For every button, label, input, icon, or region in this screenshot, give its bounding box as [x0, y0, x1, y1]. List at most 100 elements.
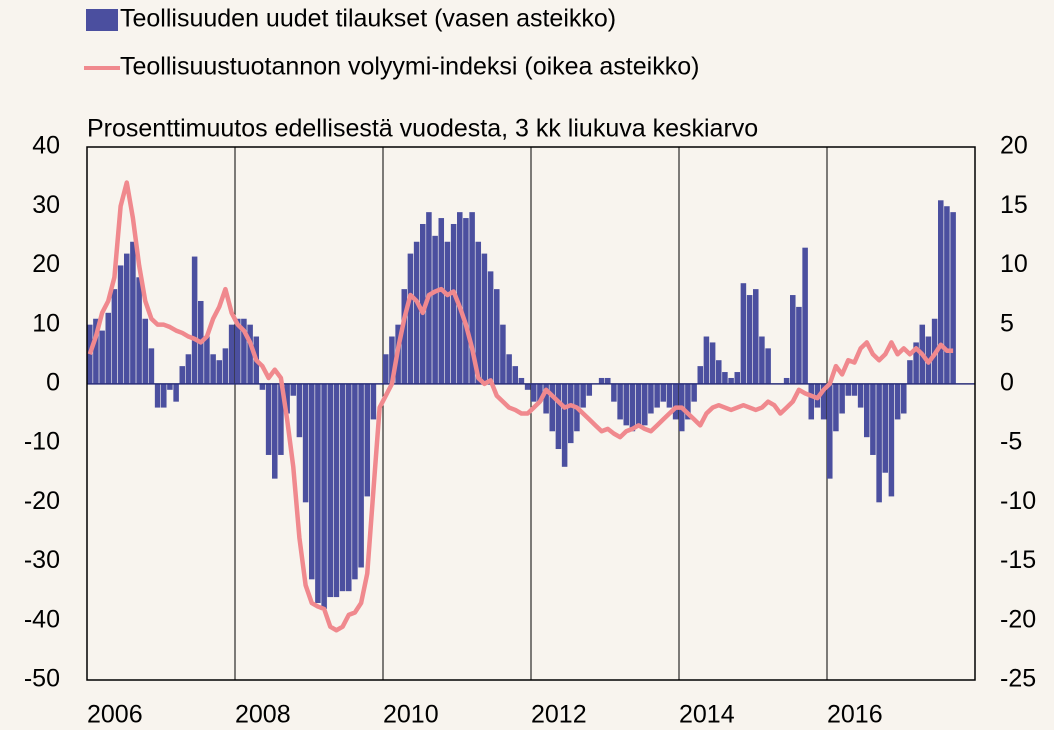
y-tick-label: -40 [24, 605, 60, 633]
bar [722, 372, 728, 384]
bar [666, 383, 673, 408]
bar [543, 383, 549, 414]
bar [654, 383, 660, 408]
y2-tick-label: 10 [1000, 250, 1028, 278]
bar [154, 383, 161, 408]
bar [235, 318, 241, 384]
bar [944, 206, 950, 384]
bar [327, 383, 334, 598]
bar [420, 223, 426, 384]
bar [740, 283, 747, 384]
bar [161, 383, 167, 408]
y2-tick-label: 0 [1000, 368, 1014, 396]
bar [820, 383, 827, 420]
bar [857, 383, 864, 408]
y-tick-label: 0 [46, 368, 60, 396]
bar [759, 336, 765, 384]
bar [524, 383, 531, 390]
bar [691, 383, 697, 402]
bar [93, 318, 99, 384]
bar [728, 377, 734, 384]
bar [851, 383, 858, 396]
bar [888, 383, 895, 497]
bar [697, 366, 704, 384]
bar [475, 241, 482, 384]
bar [623, 383, 630, 426]
bar [457, 212, 463, 384]
bar [765, 348, 771, 384]
bar [228, 324, 235, 384]
bar [469, 212, 475, 384]
y2-tick-label: -10 [1000, 487, 1036, 515]
bar [494, 289, 500, 384]
bar [247, 324, 253, 384]
y2-tick-label: -25 [1000, 665, 1036, 693]
bar [518, 377, 525, 384]
bar [204, 336, 210, 384]
bar [790, 295, 796, 384]
bar [136, 277, 142, 384]
bar [716, 360, 722, 384]
bar [796, 306, 802, 384]
bar [827, 383, 833, 479]
bar [605, 377, 611, 384]
bar [383, 354, 389, 384]
bar [142, 318, 149, 384]
bar [629, 383, 636, 432]
bar [124, 253, 130, 384]
bar [117, 265, 124, 384]
bar [333, 383, 340, 598]
bar [487, 271, 494, 384]
bar [685, 383, 691, 420]
y2-tick-label: -15 [1000, 546, 1036, 574]
x-tick-label: 2016 [827, 701, 883, 729]
bar [315, 383, 321, 604]
bar [894, 383, 901, 420]
line [87, 180, 954, 633]
y2-tick-label: -20 [1000, 605, 1036, 633]
bar [506, 354, 512, 384]
bar [833, 383, 839, 432]
bar [346, 383, 352, 592]
bar [370, 383, 377, 420]
y-tick-label: -10 [24, 428, 60, 456]
bar [179, 366, 186, 384]
bar [321, 383, 327, 609]
bar [808, 383, 815, 420]
bar [611, 383, 617, 402]
bar [185, 354, 192, 384]
bar [358, 383, 364, 568]
bar [537, 383, 543, 402]
bar [290, 383, 297, 396]
bar [672, 383, 679, 420]
bar [839, 383, 845, 414]
legend-swatch [86, 9, 118, 31]
bar [265, 383, 272, 455]
bar [802, 247, 808, 384]
bar [296, 383, 303, 438]
bar [512, 366, 519, 384]
bar [500, 324, 506, 384]
bar [864, 383, 870, 438]
bar [648, 383, 654, 414]
x-tick-label: 2014 [679, 701, 735, 729]
bar [481, 253, 488, 384]
bar [555, 383, 562, 450]
plot-border [86, 146, 976, 681]
bar [167, 383, 173, 390]
bar [876, 383, 882, 503]
bar [148, 348, 155, 384]
bar [352, 383, 358, 580]
y2-tick-label: 15 [1000, 191, 1028, 219]
x-tick-label: 2006 [87, 701, 143, 729]
bar [950, 212, 956, 384]
bar [635, 383, 642, 426]
bar [284, 383, 290, 414]
bar [882, 383, 889, 473]
bar [901, 383, 907, 414]
bar [407, 253, 414, 384]
y-tick-label: 20 [32, 250, 60, 278]
bar [222, 348, 229, 384]
